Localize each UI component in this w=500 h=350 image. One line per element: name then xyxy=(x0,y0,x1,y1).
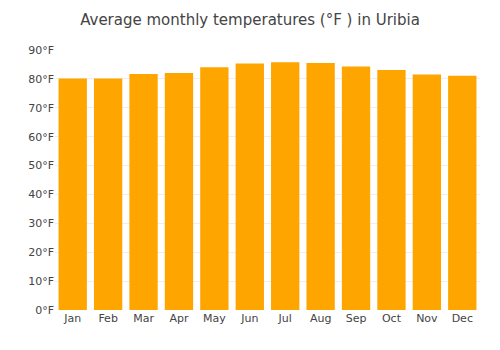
svg-text:Jul: Jul xyxy=(278,312,292,325)
svg-text:May: May xyxy=(203,312,226,325)
svg-text:30°F: 30°F xyxy=(28,217,54,230)
svg-text:50°F: 50°F xyxy=(28,159,54,172)
svg-text:Mar: Mar xyxy=(133,312,154,325)
svg-text:Oct: Oct xyxy=(382,312,402,325)
svg-text:0°F: 0°F xyxy=(35,304,54,317)
svg-text:80°F: 80°F xyxy=(28,73,54,86)
svg-text:Apr: Apr xyxy=(169,312,189,325)
svg-text:Jun: Jun xyxy=(240,312,258,325)
svg-text:20°F: 20°F xyxy=(28,246,54,259)
svg-text:70°F: 70°F xyxy=(28,102,54,115)
svg-text:10°F: 10°F xyxy=(28,275,54,288)
svg-text:Nov: Nov xyxy=(416,312,438,325)
svg-text:Dec: Dec xyxy=(452,312,473,325)
svg-text:Average monthly temperatures (: Average monthly temperatures (°F ) in Ur… xyxy=(80,11,420,29)
svg-text:Aug: Aug xyxy=(310,312,331,325)
svg-text:Feb: Feb xyxy=(98,312,117,325)
svg-text:60°F: 60°F xyxy=(28,131,54,144)
svg-text:Sep: Sep xyxy=(346,312,367,325)
svg-text:90°F: 90°F xyxy=(28,44,54,57)
svg-text:Jan: Jan xyxy=(63,312,81,325)
svg-text:40°F: 40°F xyxy=(28,188,54,201)
